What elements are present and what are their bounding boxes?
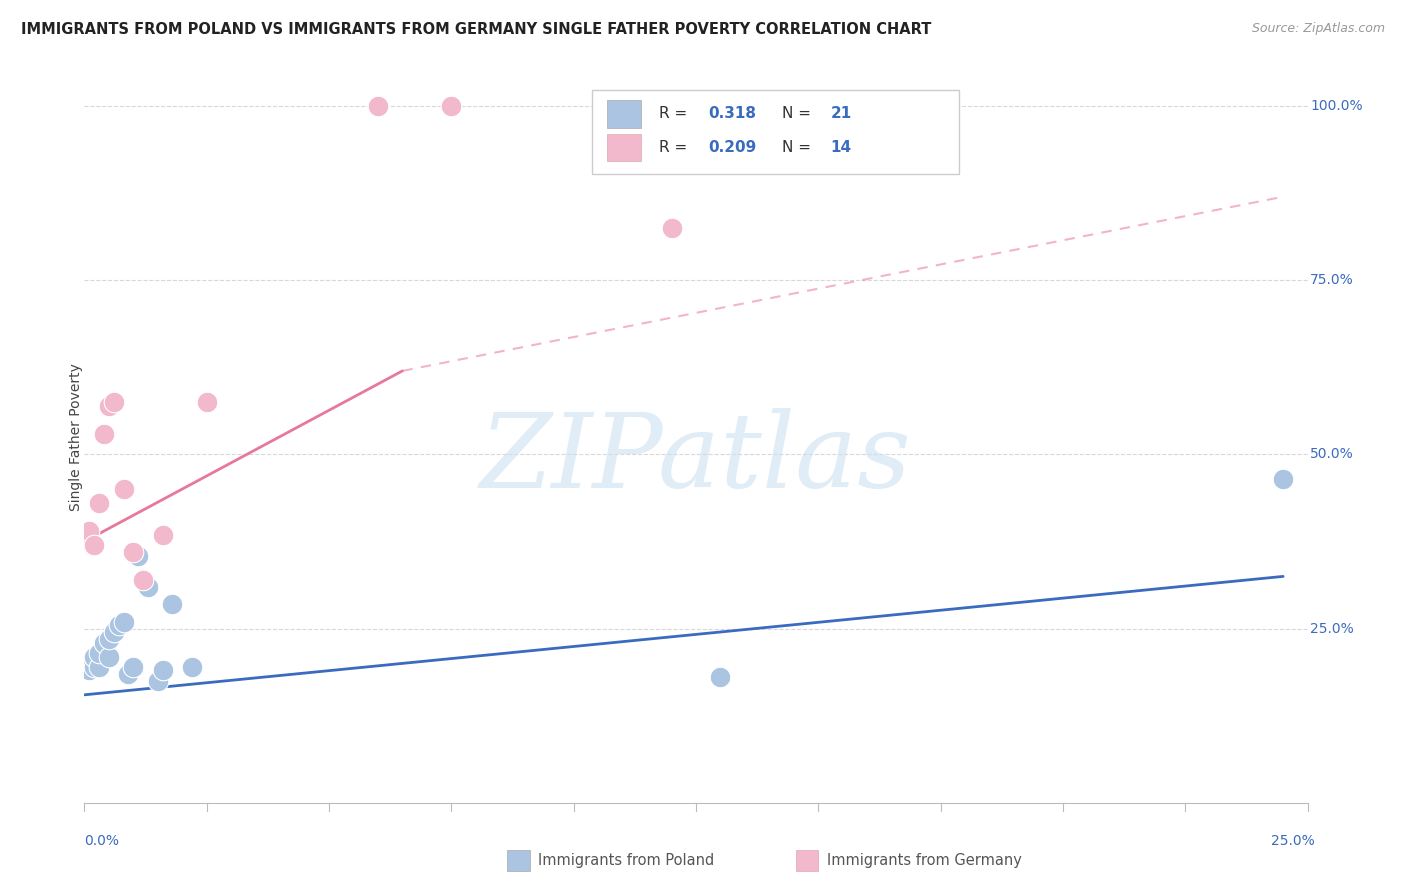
Y-axis label: Single Father Poverty: Single Father Poverty: [69, 363, 83, 511]
Point: [103, 395, 125, 409]
Bar: [508, 850, 530, 871]
Point: [136, 580, 159, 594]
Point: [97, 632, 120, 646]
Point: [77, 664, 100, 678]
Point: [152, 664, 174, 678]
Point: [93, 426, 115, 441]
Point: [195, 395, 218, 409]
Text: Immigrants from Poland: Immigrants from Poland: [538, 854, 714, 868]
Point: [87, 660, 110, 674]
Point: [107, 618, 129, 632]
Point: [112, 615, 135, 629]
Point: [87, 496, 110, 510]
Point: [122, 660, 145, 674]
Text: R =: R =: [659, 106, 688, 121]
Point: [122, 545, 145, 559]
Point: [83, 649, 105, 664]
Point: [93, 635, 115, 649]
Text: 14: 14: [831, 140, 852, 155]
Text: Source: ZipAtlas.com: Source: ZipAtlas.com: [1251, 22, 1385, 36]
Point: [117, 667, 139, 681]
Text: N =: N =: [782, 140, 811, 155]
Point: [146, 673, 169, 688]
Point: [83, 538, 105, 552]
Point: [112, 483, 135, 497]
Point: [97, 399, 120, 413]
Point: [83, 660, 105, 674]
Text: 75.0%: 75.0%: [1310, 273, 1354, 287]
Point: [440, 99, 463, 113]
Text: 50.0%: 50.0%: [1310, 448, 1354, 461]
Text: 25.0%: 25.0%: [1271, 834, 1315, 848]
Point: [162, 597, 184, 611]
Text: 0.209: 0.209: [709, 140, 756, 155]
Text: Immigrants from Germany: Immigrants from Germany: [827, 854, 1022, 868]
Point: [87, 646, 110, 660]
Point: [103, 625, 125, 640]
Bar: [592, 90, 959, 174]
Text: ZIPatlas: ZIPatlas: [481, 409, 911, 509]
Bar: [606, 134, 641, 161]
Text: IMMIGRANTS FROM POLAND VS IMMIGRANTS FROM GERMANY SINGLE FATHER POVERTY CORRELAT: IMMIGRANTS FROM POLAND VS IMMIGRANTS FRO…: [21, 22, 931, 37]
Bar: [606, 100, 641, 128]
Point: [661, 221, 683, 235]
Bar: [796, 850, 818, 871]
Text: 0.0%: 0.0%: [84, 834, 120, 848]
Point: [367, 99, 389, 113]
Text: N =: N =: [782, 106, 811, 121]
Text: 0.318: 0.318: [709, 106, 756, 121]
Point: [127, 549, 149, 563]
Text: R =: R =: [659, 140, 688, 155]
Text: 25.0%: 25.0%: [1310, 622, 1354, 636]
Point: [181, 660, 204, 674]
Text: 100.0%: 100.0%: [1310, 99, 1362, 113]
Point: [709, 670, 731, 684]
Point: [77, 524, 100, 538]
Point: [97, 649, 120, 664]
Point: [132, 573, 155, 587]
Text: 21: 21: [831, 106, 852, 121]
Point: [1272, 472, 1295, 486]
Point: [152, 527, 174, 541]
